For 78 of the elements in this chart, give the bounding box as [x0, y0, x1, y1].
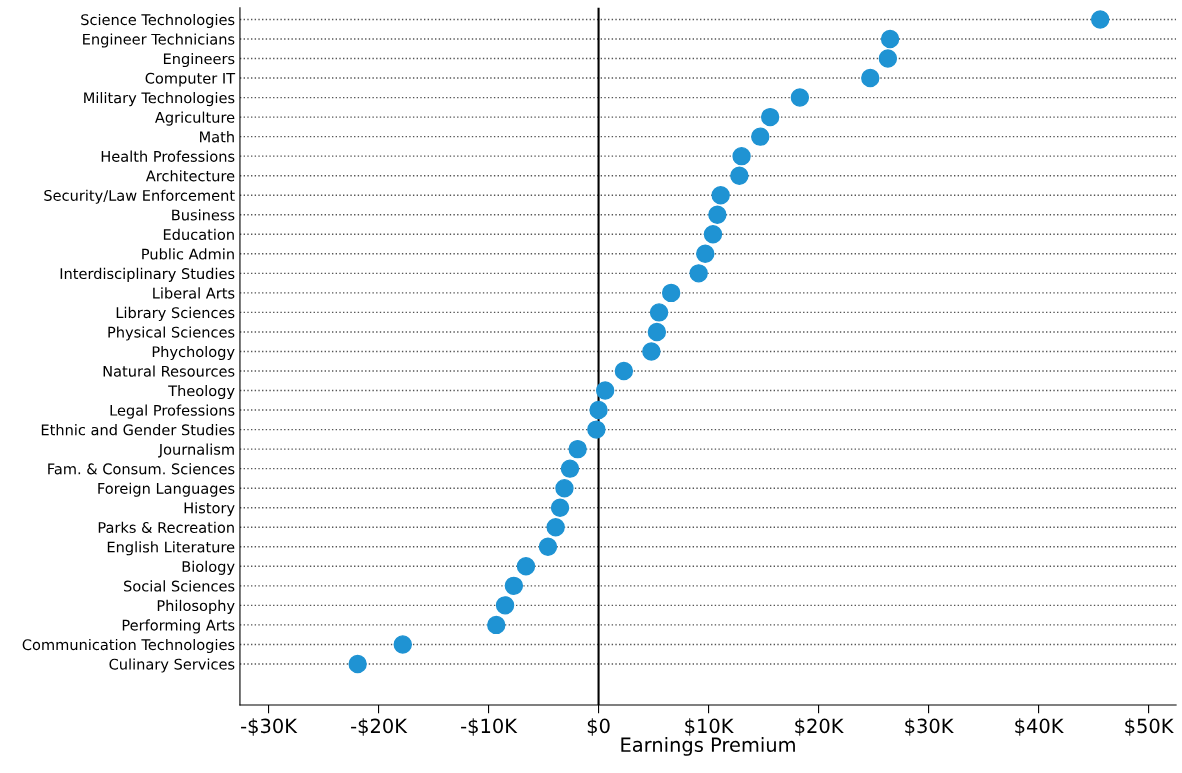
- x-tick-label: $20K: [795, 718, 844, 736]
- y-tick-label: Phychology: [152, 345, 235, 361]
- x-tick-label: $0: [587, 718, 610, 736]
- x-tick-label: $30K: [905, 718, 954, 736]
- point: [595, 381, 615, 400]
- point: [861, 68, 880, 88]
- point: [878, 49, 898, 68]
- point: [587, 420, 606, 439]
- y-tick-label: Engineers: [163, 52, 235, 68]
- x-tick-label: -$30K: [241, 718, 298, 736]
- y-tick-label: Physical Sciences: [108, 326, 235, 341]
- point: [703, 225, 723, 244]
- point: [546, 518, 565, 537]
- y-tick-label: Culinary Services: [109, 658, 235, 673]
- y-tick-label: Natural Resources: [103, 365, 235, 377]
- y-tick-label: Legal Professions: [110, 404, 235, 419]
- point: [661, 283, 681, 303]
- y-tick-label: Health Professions: [101, 150, 235, 162]
- point: [495, 596, 515, 615]
- y-tick-label: Communication Technologies: [22, 638, 235, 653]
- point: [649, 303, 669, 322]
- y-tick-label: Interdisciplinary Studies: [60, 267, 235, 282]
- y-tick-label: Performing Arts: [122, 619, 235, 634]
- y-tick-label: Philosophy: [157, 599, 235, 614]
- y-tick-label: Business: [172, 209, 235, 221]
- x-tick-label: -$20K: [351, 718, 408, 736]
- y-tick-label: Math: [200, 131, 234, 143]
- x-axis-title: Earnings Premium: [621, 736, 795, 756]
- y-tick-label: Ethnic and Gender Studies: [41, 424, 235, 436]
- point: [504, 576, 524, 596]
- y-tick-label: Engineer Technicians: [83, 33, 235, 48]
- y-tick-label: English Literature: [107, 541, 235, 556]
- point: [393, 635, 412, 654]
- y-tick-label: Science Technologies: [81, 13, 235, 29]
- x-tick-label: $10K: [685, 718, 734, 736]
- point: [696, 244, 715, 264]
- y-tick-label: Biology: [182, 560, 235, 575]
- y-tick-label: Theology: [168, 384, 235, 400]
- y-tick-label: Parks & Recreation: [98, 521, 234, 533]
- y-tick-label: Security/Law Enforcement: [44, 189, 235, 204]
- y-tick-label: History: [184, 502, 235, 517]
- point: [568, 439, 587, 459]
- x-tick-label: $40K: [1015, 718, 1064, 736]
- y-tick-label: Public Admin: [142, 248, 234, 260]
- point: [538, 537, 558, 556]
- y-tick-label: Social Sciences: [124, 580, 235, 592]
- point: [555, 478, 574, 498]
- point: [487, 615, 506, 635]
- point: [751, 127, 770, 146]
- point: [647, 322, 667, 342]
- point: [790, 88, 810, 107]
- point: [516, 557, 536, 576]
- point: [589, 400, 608, 420]
- point: [711, 186, 730, 205]
- y-tick-label: Liberal Arts: [153, 287, 235, 299]
- point: [348, 654, 367, 674]
- x-tick-label: -$10K: [461, 718, 518, 736]
- point: [689, 264, 708, 283]
- point: [880, 29, 900, 49]
- point: [708, 205, 727, 224]
- point: [730, 166, 749, 185]
- point: [642, 342, 661, 361]
- x-tick-label: $50K: [1125, 718, 1174, 736]
- y-tick-label: Agriculture: [155, 111, 235, 126]
- y-tick-label: Architecture: [145, 170, 235, 182]
- point: [732, 146, 751, 166]
- y-tick-label: Military Technologies: [84, 92, 235, 107]
- point: [550, 498, 570, 517]
- y-tick-label: Journalism: [158, 443, 234, 458]
- point: [560, 459, 580, 478]
- point: [614, 361, 634, 381]
- y-tick-label: Fam. & Consum. Sciences: [48, 463, 235, 475]
- y-tick-label: Computer IT: [145, 72, 236, 87]
- point: [760, 107, 780, 127]
- y-tick-label: Education: [163, 228, 234, 241]
- y-tick-label: Library Sciences: [116, 306, 235, 321]
- y-tick-label: Foreign Languages: [98, 482, 235, 497]
- point: [1090, 10, 1110, 29]
